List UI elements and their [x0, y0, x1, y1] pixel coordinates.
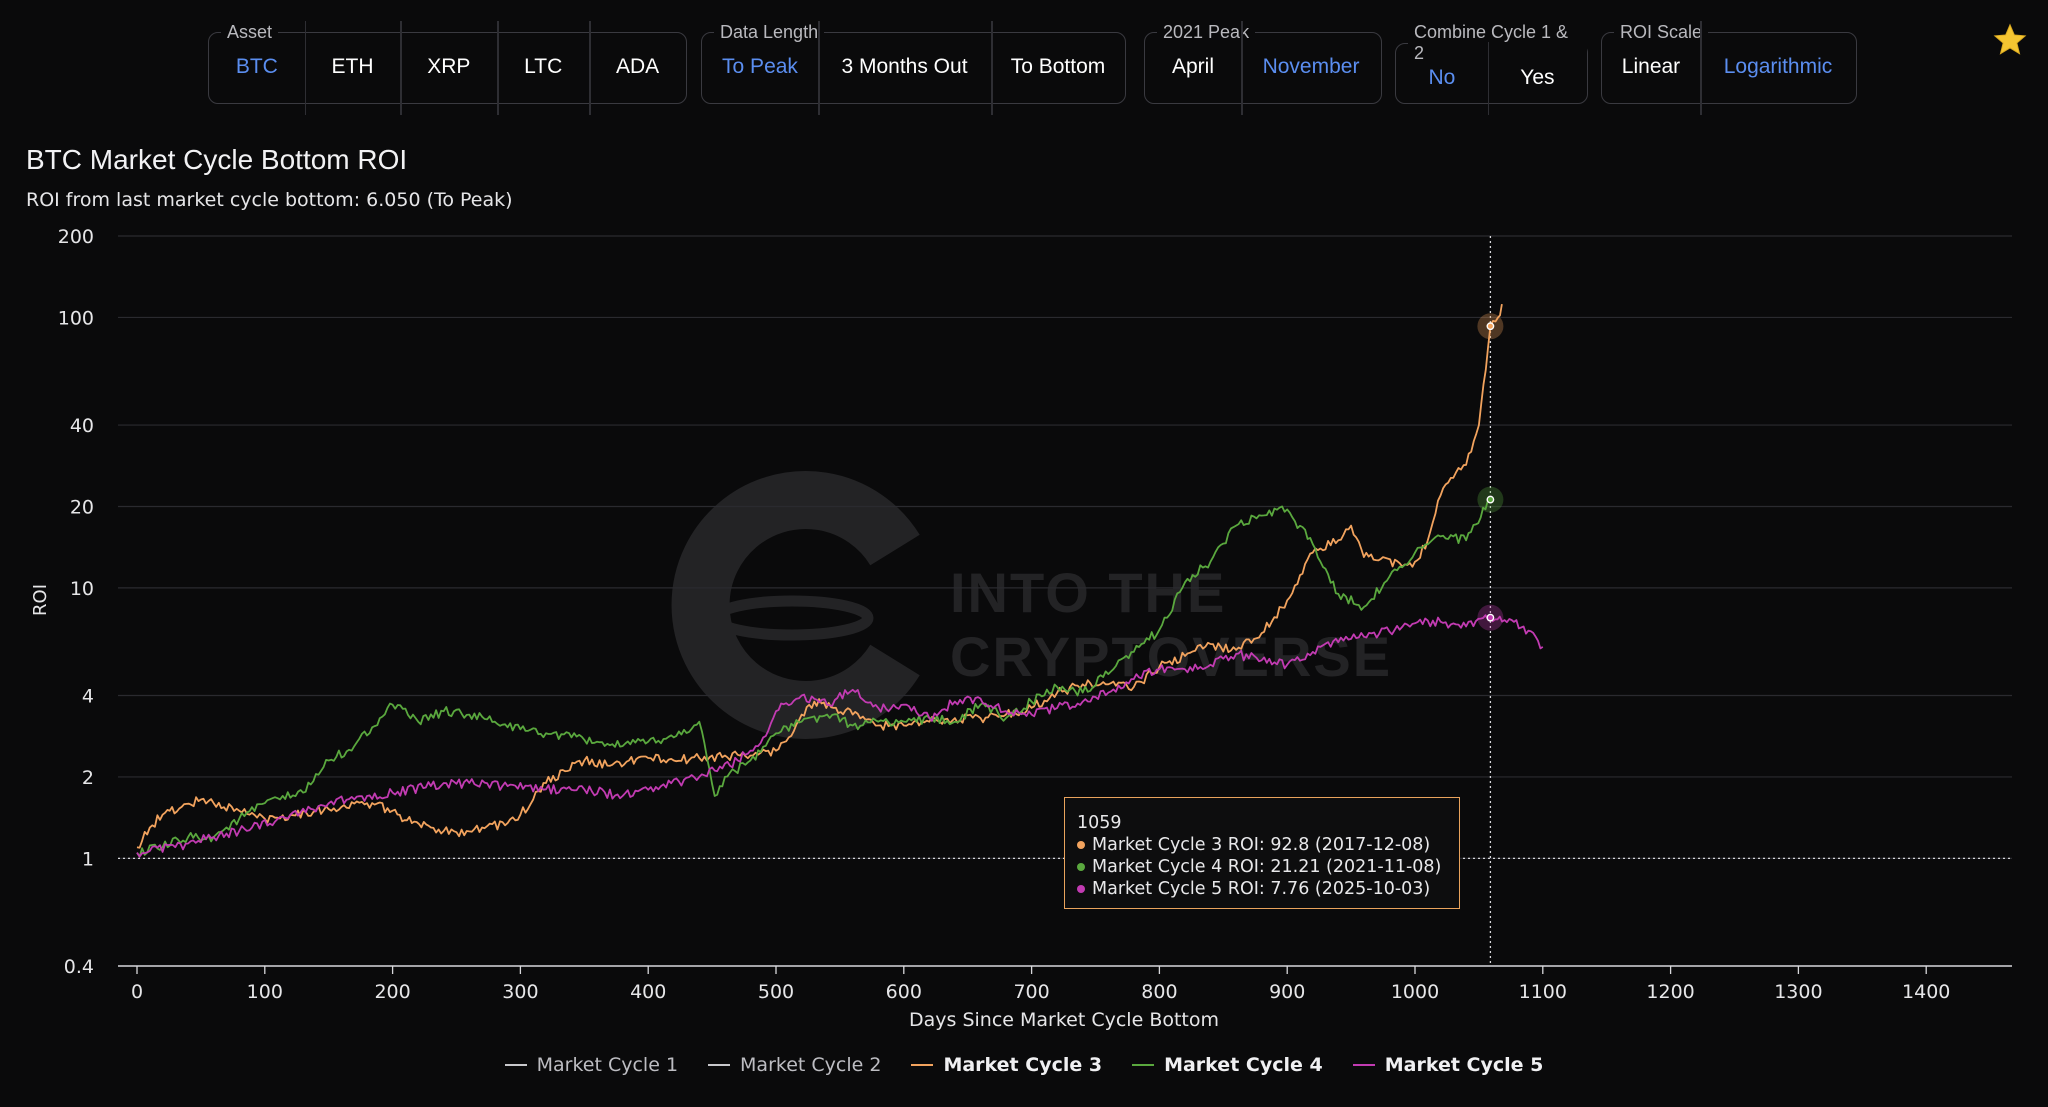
combine-cycles-group: Combine Cycle 1 & 2 No Yes — [1395, 22, 1588, 115]
data-length-group: Data Length To Peak 3 Months Out To Bott… — [701, 21, 1126, 115]
x-tick-label: 200 — [374, 981, 410, 1003]
tooltip-row-cycle-3: Market Cycle 3 ROI: 92.8 (2017-12-08) — [1077, 834, 1459, 856]
asset-xrp-button[interactable]: XRP — [400, 21, 497, 115]
tooltip-row-cycle-5: Market Cycle 5 ROI: 7.76 (2025-10-03) — [1077, 878, 1459, 900]
asset-ada-button[interactable]: ADA — [589, 21, 686, 115]
x-tick-label: 300 — [502, 981, 538, 1003]
y-axis-label: ROI — [30, 584, 51, 616]
tooltip-dot-cycle-5 — [1077, 885, 1085, 893]
y-tick-label: 4 — [82, 686, 94, 708]
combine-no-button[interactable]: No — [1428, 65, 1456, 89]
november-button[interactable]: November — [1241, 21, 1381, 115]
to-bottom-button[interactable]: To Bottom — [991, 21, 1125, 115]
tooltip-header: 1059 — [1077, 813, 1122, 833]
asset-group: Asset BTC ETH XRP LTC ADA — [208, 21, 687, 115]
combine-cycles-group-legend: Combine Cycle 1 & 2 — [1414, 22, 1569, 63]
april-button[interactable]: April — [1171, 55, 1214, 78]
x-tick-label: 1000 — [1391, 981, 1439, 1003]
legend-label-cycle-2: Market Cycle 2 — [740, 1054, 882, 1076]
legend-label-cycle-1: Market Cycle 1 — [536, 1054, 679, 1076]
tooltip-text-cycle-5: Market Cycle 5 ROI: 7.76 (2025-10-03) — [1092, 879, 1431, 899]
legend-swatch-cycle-5 — [1352, 1064, 1375, 1066]
y-tick-label: 2 — [82, 767, 94, 789]
svg-text:CRYPTOVERSE: CRYPTOVERSE — [950, 625, 1392, 688]
legend-label-cycle-4: Market Cycle 4 — [1164, 1054, 1323, 1076]
watermark-logo: INTO THE CRYPTOVERSE — [671, 471, 1392, 739]
legend-swatch-cycle-4 — [1132, 1064, 1155, 1066]
series-line-market-cycle-4[interactable] — [136, 498, 1491, 858]
linear-scale-button[interactable]: Linear — [1621, 55, 1681, 78]
star-icon[interactable] — [1992, 22, 2028, 58]
tooltip-row-cycle-4: Market Cycle 4 ROI: 21.21 (2021-11-08) — [1077, 856, 1459, 878]
svg-text:INTO THE: INTO THE — [950, 561, 1226, 624]
y-tick-label: 100 — [58, 307, 94, 329]
legend-swatch-cycle-2 — [708, 1064, 731, 1066]
x-tick-label: 800 — [1141, 981, 1177, 1003]
series-line-market-cycle-5[interactable] — [136, 614, 1544, 858]
x-tick-label: 400 — [630, 981, 666, 1003]
data-length-group-legend: Data Length — [720, 22, 819, 42]
y-tick-label: 10 — [70, 578, 94, 600]
x-tick-label: 1100 — [1519, 981, 1567, 1003]
series-line-market-cycle-3[interactable] — [136, 303, 1503, 849]
legend-item-cycle-3[interactable]: Market Cycle 3 — [911, 1054, 1102, 1076]
three-months-out-button[interactable]: 3 Months Out — [818, 21, 991, 115]
x-axis: 0 100 200 300 400 500 600 700 800 900 1000 1100 1200… — [118, 965, 2012, 1003]
y-tick-label: 1 — [82, 848, 94, 870]
x-tick-label: 700 — [1013, 981, 1049, 1003]
tooltip-dot-cycle-4 — [1077, 863, 1085, 871]
x-tick-label: 1300 — [1774, 981, 1822, 1003]
y-tick-label: 20 — [70, 496, 94, 518]
y-tick-label: 0.4 — [64, 956, 94, 978]
x-tick-label: 1400 — [1902, 981, 1950, 1003]
x-tick-label: 600 — [886, 981, 922, 1003]
hover-marker-point — [1486, 322, 1495, 331]
y-tick-label: 200 — [58, 226, 94, 248]
chart-title: BTC Market Cycle Bottom ROI — [26, 144, 408, 175]
legend-label-cycle-5: Market Cycle 5 — [1384, 1054, 1544, 1076]
x-axis-label: Days Since Market Cycle Bottom — [909, 1009, 1219, 1031]
legend-item-cycle-2[interactable]: Market Cycle 2 — [708, 1054, 881, 1076]
hover-marker-point — [1486, 495, 1495, 504]
roi-scale-group: ROI Scale Linear Logarithmic — [1601, 21, 1857, 115]
asset-group-legend: Asset — [227, 22, 273, 42]
tooltip-dot-cycle-3 — [1077, 841, 1085, 849]
legend-swatch-cycle-1 — [504, 1064, 527, 1066]
to-peak-button[interactable]: To Peak — [722, 55, 798, 78]
series-lines — [136, 303, 1544, 858]
legend-item-cycle-4[interactable]: Market Cycle 4 — [1132, 1054, 1323, 1076]
tooltip-text-cycle-3: Market Cycle 3 ROI: 92.8 (2017-12-08) — [1092, 835, 1431, 855]
asset-ltc-button[interactable]: LTC — [497, 21, 589, 115]
chart-legend: Market Cycle 1 Market Cycle 2 Market Cyc… — [0, 1054, 2048, 1076]
legend-item-cycle-1[interactable]: Market Cycle 1 — [504, 1054, 679, 1076]
roi-scale-group-legend: ROI Scale — [1620, 22, 1703, 42]
logarithmic-scale-button[interactable]: Logarithmic — [1700, 21, 1856, 115]
hover-markers — [1477, 313, 1504, 631]
x-tick-label: 100 — [247, 981, 283, 1003]
legend-swatch-cycle-3 — [911, 1064, 934, 1066]
asset-btc-button[interactable]: BTC — [235, 55, 278, 78]
legend-label-cycle-3: Market Cycle 3 — [943, 1054, 1103, 1076]
y-tick-label: 40 — [70, 415, 94, 437]
x-tick-label: 1200 — [1646, 981, 1694, 1003]
tooltip-text-cycle-4: Market Cycle 4 ROI: 21.21 (2021-11-08) — [1092, 857, 1442, 877]
peak-2021-group-legend: 2021 Peak — [1163, 22, 1250, 42]
x-tick-label: 900 — [1269, 981, 1305, 1003]
chart-subtitle: ROI from last market cycle bottom: 6.050… — [26, 189, 513, 211]
legend-item-cycle-5[interactable]: Market Cycle 5 — [1352, 1054, 1544, 1076]
x-tick-label: 500 — [758, 981, 794, 1003]
combine-yes-button[interactable]: Yes — [1487, 42, 1587, 115]
hover-tooltip: 1059 Market Cycle 3 ROI: 92.8 (2017-12-0… — [1064, 797, 1460, 909]
hover-marker-point — [1486, 613, 1495, 622]
x-tick-label: 0 — [131, 981, 143, 1003]
peak-2021-group: 2021 Peak April November — [1144, 21, 1382, 115]
y-axis-ticks: 0.4 1 2 4 10 20 40 100 200 — [58, 226, 94, 978]
asset-eth-button[interactable]: ETH — [304, 21, 401, 115]
